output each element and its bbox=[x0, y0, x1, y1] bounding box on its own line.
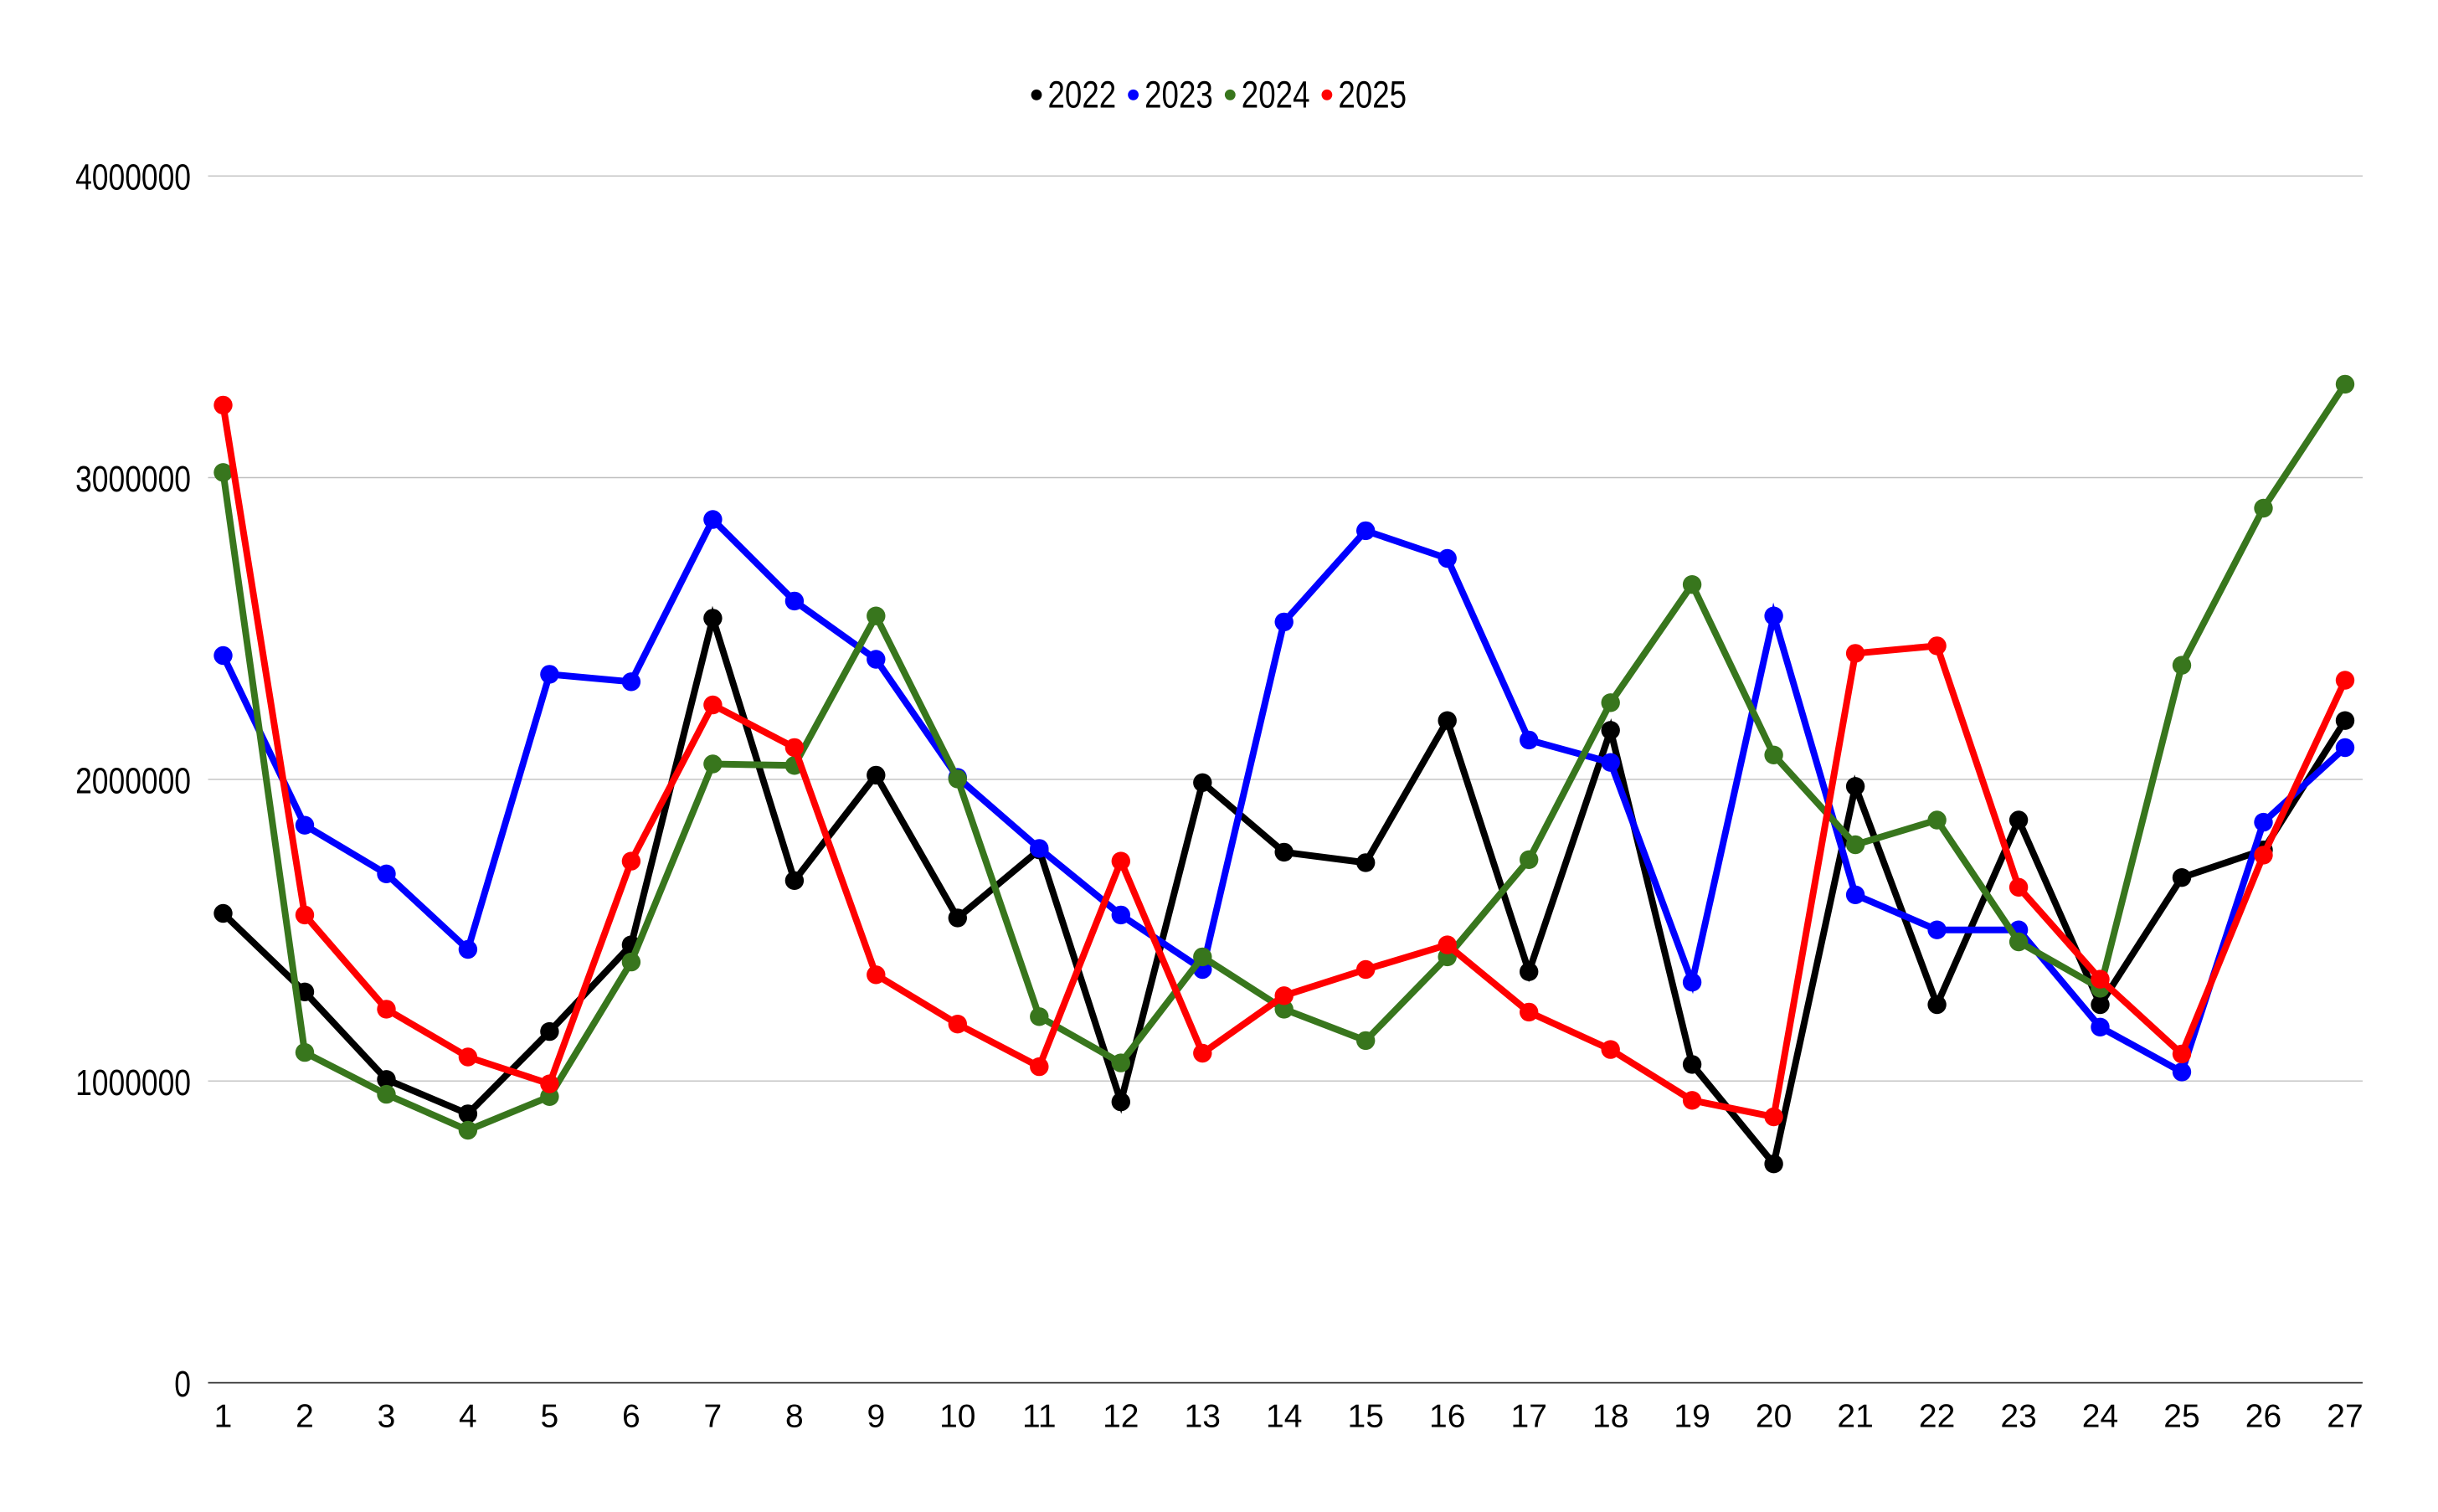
svg-text:16: 16 bbox=[1429, 1399, 1465, 1435]
svg-text:9: 9 bbox=[867, 1399, 885, 1435]
svg-text:1: 1 bbox=[214, 1399, 233, 1435]
svg-text:24: 24 bbox=[2082, 1399, 2118, 1435]
svg-text:2000000: 2000000 bbox=[75, 761, 191, 801]
svg-text:3000000: 3000000 bbox=[75, 460, 191, 500]
svg-text:26: 26 bbox=[2245, 1399, 2281, 1435]
svg-text:15: 15 bbox=[1348, 1399, 1384, 1435]
svg-text:0: 0 bbox=[174, 1365, 191, 1405]
svg-text:7: 7 bbox=[704, 1399, 723, 1435]
svg-text:4000000: 4000000 bbox=[75, 158, 191, 198]
svg-text:18: 18 bbox=[1592, 1399, 1628, 1435]
svg-text:3: 3 bbox=[378, 1399, 396, 1435]
svg-text:10: 10 bbox=[939, 1399, 975, 1435]
svg-text:21: 21 bbox=[1837, 1399, 1873, 1435]
svg-text:20: 20 bbox=[1756, 1399, 1792, 1435]
svg-text:2023: 2023 bbox=[1144, 74, 1213, 116]
svg-text:6: 6 bbox=[622, 1399, 640, 1435]
svg-text:1000000: 1000000 bbox=[75, 1063, 191, 1103]
svg-text:17: 17 bbox=[1511, 1399, 1547, 1435]
svg-text:2025: 2025 bbox=[1338, 74, 1407, 116]
svg-text:23: 23 bbox=[2000, 1399, 2036, 1435]
svg-text:13: 13 bbox=[1185, 1399, 1221, 1435]
svg-text:27: 27 bbox=[2327, 1399, 2363, 1435]
svg-text:2022: 2022 bbox=[1048, 74, 1117, 116]
svg-text:2: 2 bbox=[296, 1399, 314, 1435]
svg-text:12: 12 bbox=[1103, 1399, 1139, 1435]
svg-text:2024: 2024 bbox=[1242, 74, 1310, 116]
svg-text:22: 22 bbox=[1919, 1399, 1955, 1435]
svg-text:11: 11 bbox=[1022, 1399, 1057, 1435]
svg-text:5: 5 bbox=[541, 1399, 559, 1435]
svg-text:14: 14 bbox=[1266, 1399, 1302, 1435]
svg-text:25: 25 bbox=[2163, 1399, 2199, 1435]
svg-text:4: 4 bbox=[459, 1399, 477, 1435]
svg-text:19: 19 bbox=[1674, 1399, 1710, 1435]
svg-text:8: 8 bbox=[785, 1399, 804, 1435]
